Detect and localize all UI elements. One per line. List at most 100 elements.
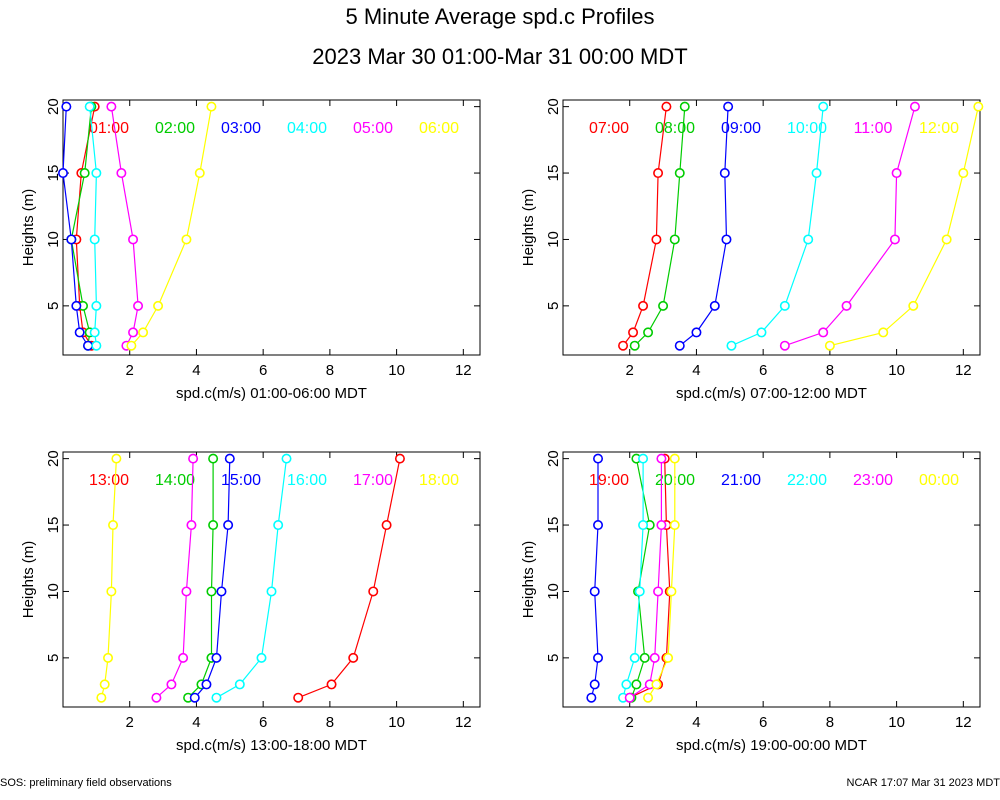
data-point (656, 453, 667, 464)
data-point (891, 168, 902, 179)
footer-note: SOS: preliminary field observations (0, 777, 172, 789)
legend-entry: 08:00 (655, 120, 695, 137)
data-point (639, 652, 650, 663)
data-point (206, 586, 217, 597)
data-point (188, 453, 199, 464)
series-line (731, 106, 824, 347)
data-point (908, 300, 919, 311)
y-tick-label: 15 (545, 517, 562, 534)
y-axis-label: Heights (m) (520, 189, 537, 267)
data-point (153, 300, 164, 311)
y-tick-label: 10 (545, 231, 562, 248)
legend-entry: 03:00 (221, 120, 261, 137)
series-0000 (643, 453, 680, 703)
data-point (181, 586, 192, 597)
y-tick-label: 20 (545, 98, 562, 115)
data-point (103, 652, 114, 663)
data-point (709, 300, 720, 311)
legend-entry: 16:00 (287, 472, 327, 489)
data-point (266, 586, 277, 597)
chart-panel-2: 2 4 6 8 10 12 5 10 15 20 spd.c(m/s) 07:00-12:00 MD… (520, 98, 984, 402)
data-point (618, 340, 629, 351)
series-0400 (84, 101, 102, 351)
x-tick-label: 12 (455, 362, 472, 379)
series-line (110, 106, 139, 346)
data-point (818, 327, 829, 338)
x-axis-label: spd.c(m/s) 13:00-18:00 MDT (176, 737, 367, 754)
data-point (89, 327, 100, 338)
data-point (803, 234, 814, 245)
data-point (643, 692, 654, 703)
series-0200 (66, 101, 97, 351)
data-point (111, 453, 122, 464)
data-point (79, 168, 90, 179)
data-point (281, 453, 292, 464)
y-axis-label: Heights (m) (20, 189, 37, 267)
x-tick-label: 2 (126, 362, 134, 379)
chart-panel-1: 2 4 6 8 10 12 5 10 15 20 spd.c(m/s) 01:00-06:00 MD… (20, 98, 481, 402)
data-point (234, 679, 245, 690)
series-2200 (618, 453, 649, 703)
data-point (89, 234, 100, 245)
data-point (824, 340, 835, 351)
series-0500 (106, 101, 144, 351)
y-tick-label: 15 (45, 517, 62, 534)
y-axis-label: Heights (m) (20, 541, 37, 619)
x-tick-label: 2 (626, 714, 634, 731)
y-tick-label: 5 (45, 302, 62, 310)
data-point (166, 679, 177, 690)
x-tick-label: 4 (692, 714, 700, 731)
series-1500 (189, 453, 235, 703)
data-point (629, 652, 640, 663)
data-point (211, 692, 222, 703)
x-tick-label: 6 (259, 362, 267, 379)
chart-title: 5 Minute Average spd.c Profiles (345, 4, 655, 29)
legend-entry: 17:00 (353, 472, 393, 489)
data-point (661, 101, 672, 112)
data-point (669, 520, 680, 531)
data-point (181, 234, 192, 245)
y-tick-label: 5 (545, 654, 562, 662)
data-point (653, 586, 664, 597)
y-tick-label: 15 (545, 165, 562, 182)
data-point (756, 327, 767, 338)
series-line (297, 458, 401, 699)
legend-entry: 06:00 (419, 120, 459, 137)
chart-subtitle: 2023 Mar 30 01:00-Mar 31 00:00 MDT (312, 44, 688, 69)
data-point (651, 679, 662, 690)
legend-entry: 05:00 (353, 120, 393, 137)
x-tick-label: 6 (759, 362, 767, 379)
data-point (223, 520, 234, 531)
legend-entry: 13:00 (89, 472, 129, 489)
series-2100 (586, 453, 604, 703)
data-point (909, 101, 920, 112)
data-point (669, 234, 680, 245)
data-point (83, 340, 94, 351)
series-1300 (293, 453, 405, 703)
data-point (941, 234, 952, 245)
series-0300 (57, 101, 94, 351)
series-line (156, 458, 194, 699)
chart-panel-4: 2 4 6 8 10 12 5 10 15 20 spd.c(m/s) 19:00-00:00 MD… (520, 450, 981, 754)
data-point (658, 300, 669, 311)
series-1700 (151, 453, 199, 703)
data-point (589, 679, 600, 690)
series-1100 (779, 101, 920, 351)
y-tick-label: 15 (45, 165, 62, 182)
data-point (194, 168, 205, 179)
x-tick-label: 4 (192, 714, 200, 731)
series-1600 (211, 453, 292, 703)
x-tick-label: 12 (955, 714, 972, 731)
x-axis-label: spd.c(m/s) 01:00-06:00 MDT (176, 385, 367, 402)
legend-entry: 04:00 (287, 120, 327, 137)
data-point (589, 586, 600, 597)
x-tick-label: 2 (126, 714, 134, 731)
data-point (91, 168, 102, 179)
data-point (878, 327, 889, 338)
data-point (811, 168, 822, 179)
data-point (273, 520, 284, 531)
data-point (256, 652, 267, 663)
data-point (126, 340, 137, 351)
data-point (208, 520, 219, 531)
data-point (889, 234, 900, 245)
